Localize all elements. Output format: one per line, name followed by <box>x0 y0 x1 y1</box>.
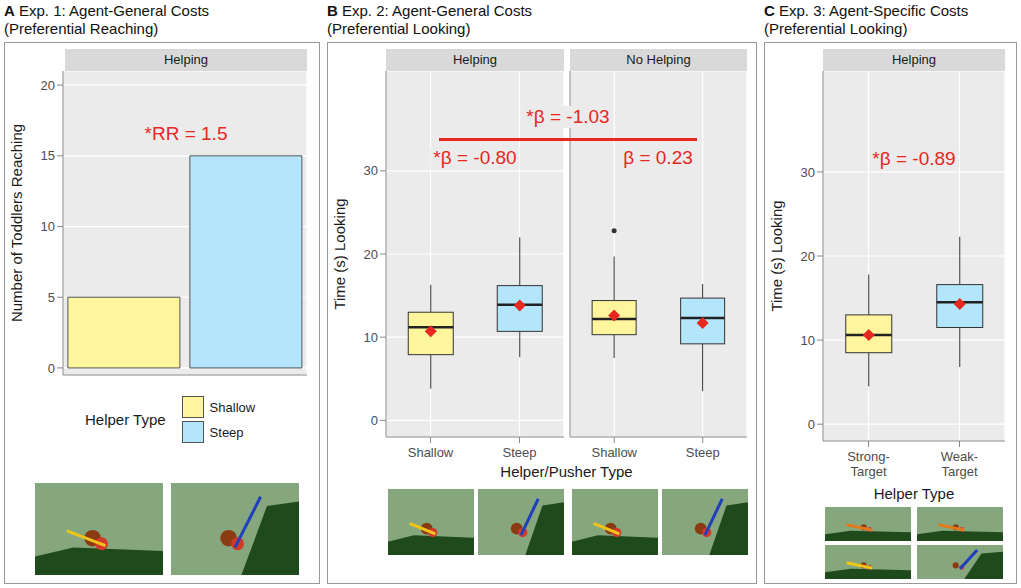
html-text:Shallow: Shallow <box>209 399 256 415</box>
html-text:Helper Type: Helper Type <box>85 411 166 428</box>
svg-text:Number of Toddlers Reaching: Number of Toddlers Reaching <box>8 124 25 322</box>
svg-text:Time (s) Looking: Time (s) Looking <box>768 200 785 311</box>
html-text:*β = -0.80: *β = -0.80 <box>433 147 517 168</box>
svg-text:15: 15 <box>41 148 55 163</box>
svg-text:Shallow: Shallow <box>408 445 454 460</box>
svg-text:10: 10 <box>364 330 378 345</box>
html-text:Helping: Helping <box>453 52 497 67</box>
svg-text:0: 0 <box>48 361 55 376</box>
html-text:*β = -1.03: *β = -1.03 <box>526 106 610 127</box>
svg-text:Steep: Steep <box>686 445 720 460</box>
svg-text:0: 0 <box>371 413 378 428</box>
html-text:No Helping: No Helping <box>626 52 691 67</box>
html-text:Helper Type: Helper Type <box>873 485 955 502</box>
html-text:β = 0.23: β = 0.23 <box>623 147 693 168</box>
html-text:(Preferential Reaching): (Preferential Reaching) <box>4 20 159 37</box>
svg-text:0: 0 <box>808 417 815 432</box>
html-text:*RR = 1.5: *RR = 1.5 <box>144 123 228 144</box>
html-text:B Exp. 2: Agent-General Costs: B Exp. 2: Agent-General Costs <box>327 2 533 19</box>
svg-text:10: 10 <box>801 333 815 348</box>
html-text:Helping: Helping <box>164 52 208 67</box>
svg-text:Strong-Target: Strong-Target <box>847 449 890 479</box>
html-text:A Exp. 1: Agent-General Costs: A Exp. 1: Agent-General Costs <box>4 2 210 19</box>
html-text:*β = -0.89: *β = -0.89 <box>872 148 956 169</box>
html-text:Helper/Pusher Type: Helper/Pusher Type <box>500 463 633 480</box>
html-text:(Preferential Looking): (Preferential Looking) <box>764 20 908 37</box>
svg-text:Steep: Steep <box>503 445 537 460</box>
svg-text:Shallow: Shallow <box>591 445 637 460</box>
svg-text:5: 5 <box>48 290 55 305</box>
svg-text:10: 10 <box>41 219 55 234</box>
html-text:C Exp. 3: Agent-Specific Costs: C Exp. 3: Agent-Specific Costs <box>764 2 969 19</box>
svg-text:20: 20 <box>364 247 378 262</box>
html-text:Steep: Steep <box>209 424 244 440</box>
svg-text:Weak-Target: Weak-Target <box>941 449 978 479</box>
svg-text:30: 30 <box>801 165 815 180</box>
svg-text:30: 30 <box>364 163 378 178</box>
html-text:Helping: Helping <box>892 52 936 67</box>
svg-text:20: 20 <box>801 249 815 264</box>
svg-text:Time (s) Looking: Time (s) Looking <box>331 198 348 309</box>
html-text:(Preferential Looking): (Preferential Looking) <box>327 20 471 37</box>
svg-text:20: 20 <box>41 78 55 93</box>
